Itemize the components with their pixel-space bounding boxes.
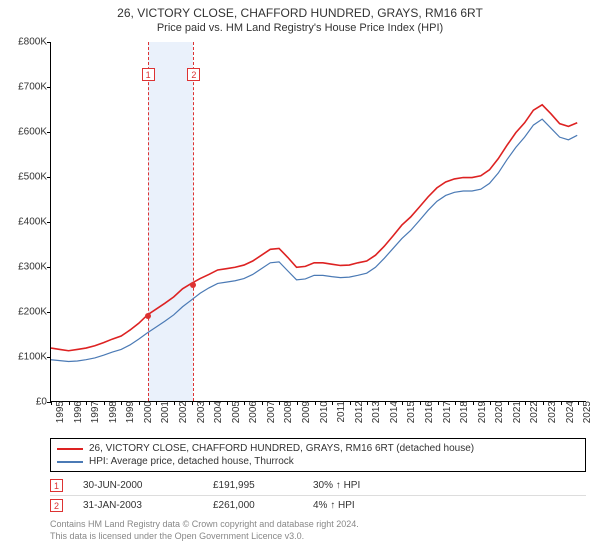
x-tick-label: 2001: [156, 401, 171, 423]
x-tick-label: 2011: [332, 401, 347, 423]
x-tick-label: 2021: [508, 401, 523, 423]
x-tick-label: 2007: [262, 401, 277, 423]
x-tick-label: 2018: [455, 401, 470, 423]
sale-date: 31-JAN-2003: [83, 500, 193, 511]
x-tick-label: 2014: [385, 401, 400, 423]
footer: Contains HM Land Registry data © Crown c…: [50, 519, 586, 542]
sale-price: £191,995: [213, 480, 293, 491]
x-tick-label: 1996: [69, 401, 84, 423]
x-tick-label: 2004: [209, 401, 224, 423]
x-tick-label: 2012: [350, 401, 365, 423]
x-tick-label: 2025: [578, 401, 593, 423]
legend-label: HPI: Average price, detached house, Thur…: [89, 456, 294, 467]
x-tick-label: 1999: [121, 401, 136, 423]
sale-price: £261,000: [213, 500, 293, 511]
sale-pct: 4% ↑ HPI: [313, 500, 413, 511]
x-tick-label: 2019: [473, 401, 488, 423]
legend-row: 26, VICTORY CLOSE, CHAFFORD HUNDRED, GRA…: [57, 442, 579, 455]
x-tick-label: 2022: [525, 401, 540, 423]
legend-swatch: [57, 461, 83, 463]
x-tick-label: 2006: [244, 401, 259, 423]
x-tick-label: 1998: [104, 401, 119, 423]
sale-dot: [190, 282, 196, 288]
legend-row: HPI: Average price, detached house, Thur…: [57, 455, 579, 468]
line-layer: [51, 42, 586, 401]
sale-date: 30-JUN-2000: [83, 480, 193, 491]
chart-container: 26, VICTORY CLOSE, CHAFFORD HUNDRED, GRA…: [0, 0, 600, 542]
x-tick-label: 2005: [227, 401, 242, 423]
sale-index-box: 2: [50, 499, 63, 512]
sales-table: 1 30-JUN-2000 £191,995 30% ↑ HPI 2 31-JAN-200…: [50, 476, 586, 515]
plot-area: £0£100K£200K£300K£400K£500K£600K£700K£80…: [50, 42, 586, 402]
footer-line: Contains HM Land Registry data © Crown c…: [50, 519, 586, 531]
series-line: [51, 105, 577, 351]
x-tick-label: 1997: [86, 401, 101, 423]
x-tick-label: 2024: [561, 401, 576, 423]
x-tick-label: 2015: [402, 401, 417, 423]
x-tick-label: 1995: [51, 401, 66, 423]
sale-row: 1 30-JUN-2000 £191,995 30% ↑ HPI: [50, 476, 586, 496]
x-tick-label: 2017: [438, 401, 453, 423]
x-tick-label: 2002: [174, 401, 189, 423]
x-tick-label: 2023: [543, 401, 558, 423]
legend-swatch: [57, 448, 83, 450]
x-tick-label: 2003: [192, 401, 207, 423]
x-tick-label: 2020: [490, 401, 505, 423]
sale-pct: 30% ↑ HPI: [313, 480, 413, 491]
x-tick-label: 2010: [315, 401, 330, 423]
sale-row: 2 31-JAN-2003 £261,000 4% ↑ HPI: [50, 496, 586, 515]
x-tick-label: 2000: [139, 401, 154, 423]
sale-dot: [145, 313, 151, 319]
legend-label: 26, VICTORY CLOSE, CHAFFORD HUNDRED, GRA…: [89, 443, 474, 454]
legend: 26, VICTORY CLOSE, CHAFFORD HUNDRED, GRA…: [50, 438, 586, 472]
x-tick-label: 2013: [367, 401, 382, 423]
chart-subtitle: Price paid vs. HM Land Registry's House …: [0, 22, 600, 34]
footer-line: This data is licensed under the Open Gov…: [50, 531, 586, 543]
x-tick-label: 2009: [297, 401, 312, 423]
chart-title: 26, VICTORY CLOSE, CHAFFORD HUNDRED, GRA…: [0, 6, 600, 20]
plot-inner: £0£100K£200K£300K£400K£500K£600K£700K£80…: [50, 42, 586, 402]
series-line: [51, 119, 577, 361]
sale-index-box: 1: [50, 479, 63, 492]
title-block: 26, VICTORY CLOSE, CHAFFORD HUNDRED, GRA…: [0, 0, 600, 36]
x-tick-label: 2016: [420, 401, 435, 423]
x-tick-label: 2008: [279, 401, 294, 423]
